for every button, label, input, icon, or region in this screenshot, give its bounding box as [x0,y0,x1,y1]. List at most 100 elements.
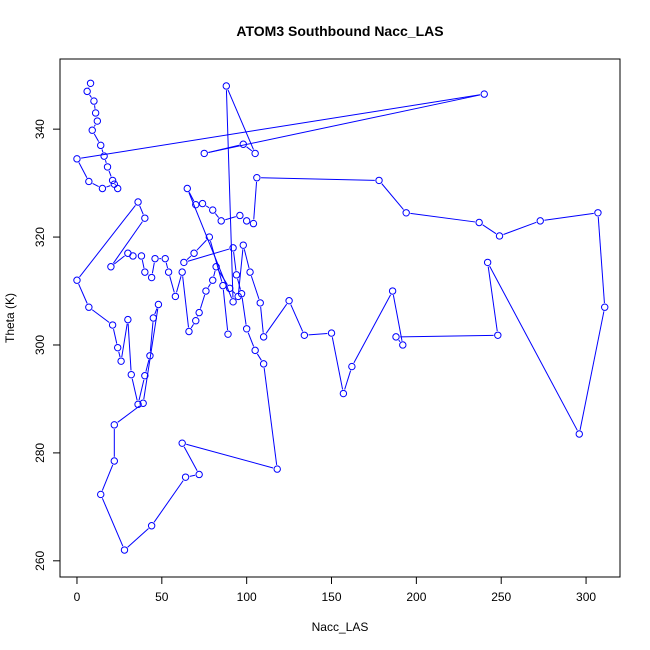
series-segment [503,221,537,235]
data-point [209,206,217,214]
data-point [110,180,119,188]
data-point [97,490,105,499]
series-segment [78,283,88,304]
data-point [239,241,247,249]
series-segment [241,297,247,325]
data-point [98,184,107,193]
plot-frame [59,58,621,578]
data-point [107,263,115,271]
y-tick-label: 320 [33,227,47,247]
series-segment [246,146,253,152]
data-point [242,217,251,225]
data-point [273,465,281,473]
data-point [249,219,258,228]
data-point [195,308,203,317]
data-point [161,254,169,263]
data-point [205,233,214,241]
data-point [134,400,142,409]
series-segment [151,262,155,274]
data-point [183,184,191,193]
series-segment [256,353,262,361]
data-point [91,109,100,117]
series-segment [104,159,107,164]
data-point [73,155,81,163]
series-segment [182,276,189,328]
series-segment [381,183,404,210]
series-segment [579,311,605,430]
data-point [237,290,246,298]
data-point [171,292,180,301]
data-point [594,209,602,217]
data-point [151,254,159,263]
data-point [117,357,125,365]
data-point [225,284,234,293]
data-point [88,126,96,134]
series-segment [154,308,158,315]
series-segment [176,276,182,293]
series-segment [208,144,240,153]
series-segment [544,212,594,221]
data-point [239,140,247,148]
series-segment [101,149,104,153]
data-point [90,97,98,105]
data-point [536,217,544,225]
series-segment [263,367,278,465]
data-point [483,258,492,267]
series-segment [213,270,216,277]
series-segment [222,289,229,331]
series-segment [247,332,255,347]
data-point [85,177,93,186]
data-point [219,281,227,290]
series-segment [93,124,96,127]
series-segment [265,303,288,334]
data-point [83,87,91,96]
series-segment [106,185,111,188]
x-tick-label: 50 [155,590,169,604]
series-segment [398,339,401,343]
series-segment [187,248,230,262]
series-segment [489,265,578,431]
data-point [108,176,117,185]
x-tick-label: 150 [321,590,341,604]
data-point [113,184,122,193]
data-point [195,470,203,479]
series-segment [138,379,145,401]
data-point [146,352,154,360]
series-segment [108,170,112,177]
series-segment [81,94,481,159]
data-point [110,421,119,429]
x-axis: 0 50 100 150 200 250 300 [74,576,596,604]
data-point [124,249,132,257]
series-segment [199,294,206,309]
series-segment [78,162,88,178]
data-point [85,303,93,311]
series-segment [237,278,241,290]
data-point [139,399,147,407]
series-segment [482,224,497,235]
series-segment [225,90,234,298]
series-segment [392,295,403,341]
data-point [198,199,207,208]
y-tick-label: 300 [33,335,47,355]
series-segment [114,183,116,186]
data-point [388,287,397,295]
data-point [202,287,210,295]
data-point [108,321,117,329]
series-segment [253,181,258,220]
series-segment [260,307,264,333]
series-segment [250,275,260,300]
series-segment [113,329,118,344]
series-segment [225,216,236,221]
data-point [339,389,348,398]
data-point [141,268,149,276]
data-point [134,198,142,206]
y-tick-label: 280 [33,443,47,463]
data-point [399,341,407,349]
series-segment [217,270,228,286]
data-point [97,141,105,150]
series-segment [261,177,375,181]
series-markers [73,79,609,554]
data-point [575,430,583,438]
data-point [141,372,149,380]
series-line [78,86,605,548]
